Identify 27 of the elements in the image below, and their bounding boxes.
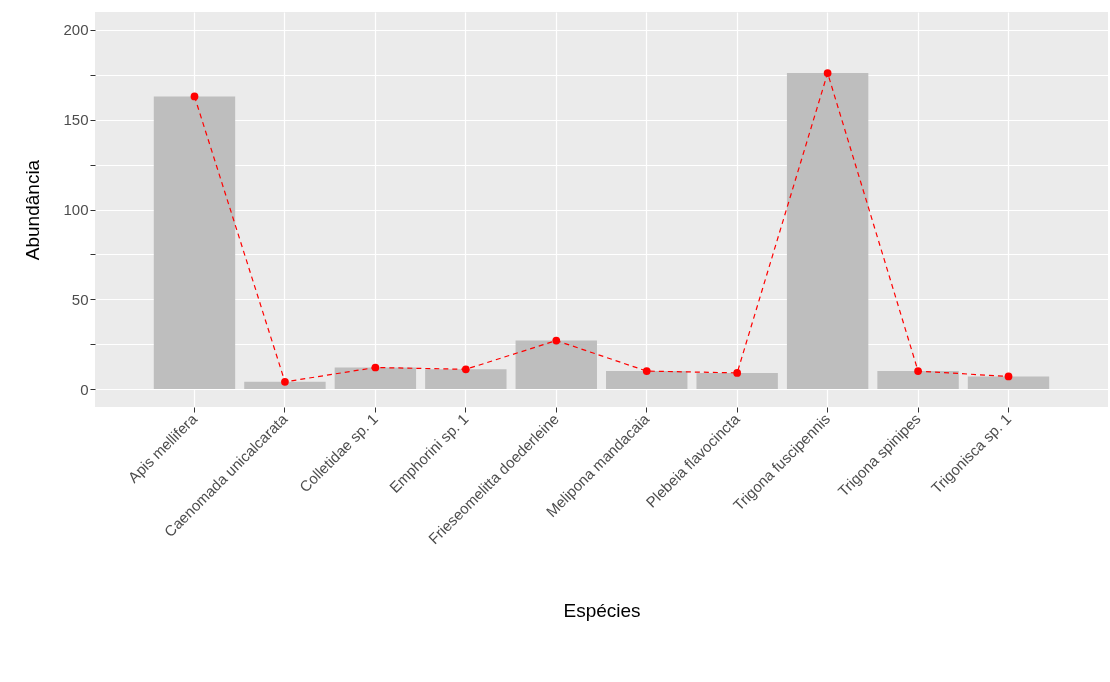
point (190, 92, 199, 101)
bar (696, 372, 778, 390)
point (281, 378, 289, 386)
y-tick-label: 200 (63, 21, 89, 39)
bar (877, 371, 959, 390)
point (461, 365, 470, 374)
y-axis-title: Abundância (22, 159, 44, 261)
point (914, 367, 922, 375)
y-tick-label: 50 (71, 290, 89, 308)
y-tick-label: 150 (63, 111, 89, 129)
bar (334, 367, 417, 390)
bar (425, 369, 507, 390)
y-tick-label: 100 (63, 201, 89, 218)
bar (786, 73, 869, 390)
y-tick-label: 0 (80, 380, 89, 398)
bar (153, 96, 236, 390)
point (371, 363, 380, 372)
point (733, 369, 742, 377)
x-axis-title: Espécies (563, 600, 641, 622)
bar (515, 340, 597, 390)
point (1004, 372, 1013, 381)
point (823, 69, 832, 77)
bar (244, 381, 326, 390)
point (642, 367, 651, 375)
bar (606, 371, 688, 390)
bar (967, 376, 1050, 390)
point (552, 336, 561, 345)
